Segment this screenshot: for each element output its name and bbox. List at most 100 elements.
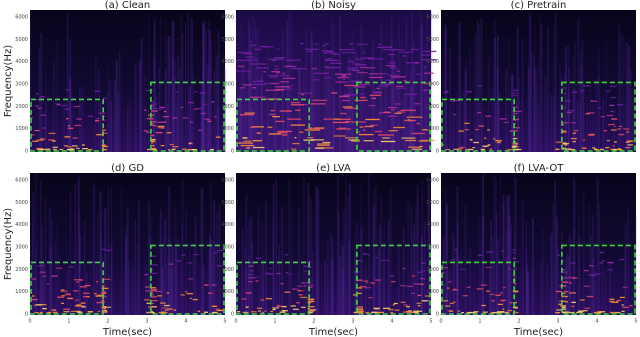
harmonic	[30, 116, 33, 119]
harmonic	[57, 296, 65, 298]
harmonic	[457, 310, 460, 312]
texture	[565, 260, 567, 315]
texture	[619, 32, 622, 153]
texture	[412, 224, 415, 315]
y-tick-label: 3000	[426, 82, 439, 88]
texture	[327, 239, 329, 315]
y-tick-label: 0	[25, 312, 28, 318]
harmonic	[310, 139, 325, 141]
texture	[598, 204, 601, 315]
harmonic	[561, 87, 567, 89]
texture	[70, 85, 73, 152]
texture	[346, 109, 348, 152]
texture	[35, 247, 37, 315]
harmonic	[491, 311, 498, 314]
harmonic	[509, 302, 513, 304]
texture	[561, 250, 563, 315]
texture	[568, 87, 570, 152]
harmonic	[264, 310, 267, 312]
texture	[210, 40, 212, 153]
harmonic	[473, 311, 479, 313]
texture	[582, 79, 585, 152]
x-tick-label: 3	[145, 319, 148, 325]
texture	[602, 98, 605, 152]
harmonic	[162, 311, 167, 313]
texture	[125, 230, 127, 315]
texture	[341, 246, 345, 315]
harmonic	[348, 139, 360, 141]
texture	[209, 240, 213, 315]
harmonic	[191, 148, 197, 151]
harmonic	[477, 254, 482, 256]
harmonic	[403, 304, 408, 306]
texture	[218, 204, 221, 315]
harmonic	[63, 308, 71, 310]
harmonic	[574, 129, 579, 132]
y-tick-label: 5000	[221, 200, 234, 206]
harmonic	[297, 92, 313, 94]
harmonic	[269, 113, 276, 116]
harmonic	[250, 44, 256, 47]
texture	[430, 10, 433, 153]
texture	[413, 64, 416, 152]
texture	[260, 69, 263, 152]
harmonic	[609, 298, 615, 300]
harmonic	[453, 148, 460, 151]
harmonic	[290, 305, 296, 307]
harmonic	[94, 90, 101, 92]
y-tick-label: 4000	[426, 59, 439, 65]
texture	[565, 256, 567, 315]
texture	[446, 271, 449, 315]
texture	[171, 20, 173, 152]
harmonic	[292, 288, 298, 290]
texture	[184, 209, 188, 315]
texture	[312, 249, 314, 315]
harmonic	[605, 147, 609, 149]
harmonic	[356, 311, 364, 313]
texture	[120, 186, 123, 315]
texture	[306, 182, 310, 315]
harmonic	[323, 118, 334, 120]
harmonic	[210, 148, 214, 151]
texture	[573, 228, 575, 315]
harmonic	[324, 66, 330, 68]
harmonic	[355, 64, 367, 66]
spectrogram	[236, 10, 437, 153]
texture	[201, 97, 203, 152]
harmonic	[65, 294, 71, 296]
harmonic	[96, 280, 99, 283]
harmonic	[512, 127, 520, 129]
harmonic	[250, 311, 257, 313]
texture	[248, 255, 250, 315]
texture	[110, 243, 113, 315]
texture	[459, 56, 462, 153]
harmonic	[34, 311, 39, 314]
harmonic	[351, 68, 355, 70]
harmonic	[391, 76, 406, 78]
x-axis-label: Time(sec)	[513, 327, 563, 337]
harmonic	[269, 267, 272, 270]
texture	[408, 106, 411, 152]
harmonic	[175, 91, 179, 93]
highlight-box	[236, 261, 310, 315]
texture	[553, 25, 555, 152]
texture	[364, 265, 367, 315]
texture	[69, 191, 71, 315]
texture	[550, 233, 553, 315]
texture	[248, 70, 251, 152]
harmonic	[150, 272, 157, 275]
harmonic	[322, 141, 331, 144]
harmonic	[34, 304, 37, 306]
texture	[427, 182, 430, 315]
harmonic	[420, 54, 431, 56]
texture	[378, 224, 381, 315]
harmonic	[342, 74, 347, 76]
harmonic	[405, 139, 417, 142]
harmonic	[180, 294, 185, 296]
texture	[259, 264, 262, 315]
harmonic	[559, 285, 566, 287]
texture	[275, 178, 278, 315]
highlight-box	[561, 81, 636, 152]
texture	[138, 61, 141, 153]
harmonic	[416, 122, 420, 125]
